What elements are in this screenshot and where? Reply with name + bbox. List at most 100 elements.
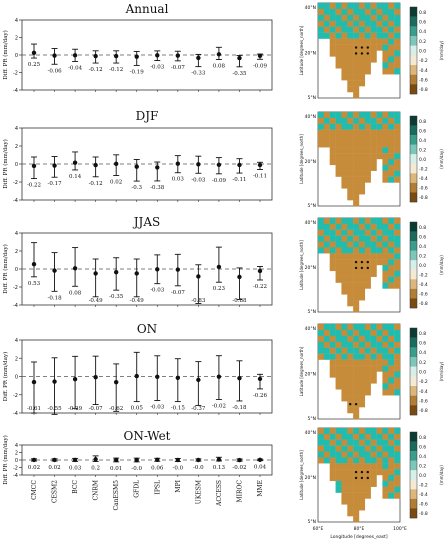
map-cell <box>329 129 336 136</box>
map-cell <box>323 335 330 343</box>
map-cell <box>353 135 360 142</box>
map-cell <box>382 218 389 225</box>
map-panel: 40°N 20°N 5°N Latitude [degrees_north] 0.8 0.… <box>299 2 444 101</box>
map-cell <box>335 218 342 225</box>
map-cell <box>323 445 330 452</box>
map-cell <box>394 235 401 242</box>
y-tick-label: -4 <box>13 473 18 479</box>
map-cell <box>388 335 395 343</box>
map-cell <box>394 433 401 440</box>
map-cell <box>347 282 354 289</box>
map-cell <box>353 395 360 402</box>
map-cell <box>347 117 354 124</box>
map-cell <box>388 235 395 242</box>
colorbar-tick-label: 0.4 <box>419 244 426 250</box>
map-cell <box>335 147 342 154</box>
map-cell <box>359 218 366 225</box>
map-cell <box>364 32 371 39</box>
map-cell <box>323 235 330 242</box>
category-label: MPI <box>175 479 182 492</box>
map-cell <box>341 68 348 75</box>
map-cell <box>347 492 354 499</box>
map-cell <box>370 117 377 124</box>
map-cell <box>329 218 336 225</box>
data-point <box>237 274 242 280</box>
map-cell <box>341 218 348 225</box>
map-cell <box>335 253 342 260</box>
map-cell <box>364 68 371 75</box>
map-cell <box>376 469 383 476</box>
colorbar-frame <box>409 431 418 519</box>
map-cell <box>364 241 371 248</box>
map-cell <box>370 469 377 476</box>
map-cell <box>335 439 342 446</box>
colorbar-segment <box>410 84 417 95</box>
data-point <box>113 379 119 385</box>
map-cell <box>364 359 371 366</box>
y-tick-label: 4 <box>15 443 18 449</box>
map-cell <box>347 3 354 10</box>
map-cell <box>359 371 366 378</box>
map-cell <box>382 68 389 75</box>
map-cell <box>341 135 348 142</box>
map-cell <box>382 347 389 354</box>
map-cell <box>341 3 348 10</box>
map-cell <box>318 341 325 348</box>
map-cell <box>370 253 377 260</box>
significance-dot <box>360 52 364 55</box>
significance-dot <box>366 266 369 270</box>
map-cell <box>382 469 389 476</box>
map-cell <box>394 457 401 464</box>
map-cell <box>370 8 377 16</box>
map-cell <box>353 439 360 446</box>
map-cell <box>370 324 377 331</box>
y-tick-label: 0 <box>15 162 18 168</box>
map-cell <box>335 371 342 378</box>
map-cell <box>341 439 348 446</box>
map-y-label: Latitude [degrees_north] <box>299 134 304 184</box>
map-cell <box>329 433 336 440</box>
map-cell <box>323 112 330 119</box>
category-label: IPSL <box>154 480 161 495</box>
map-cell <box>382 229 389 236</box>
lat-tick-label: 20°N <box>305 159 316 165</box>
map-cell <box>359 135 366 142</box>
colorbar-tick-label: 0.6 <box>419 444 426 450</box>
colorbar-segment <box>410 135 417 145</box>
map-cell <box>353 300 360 307</box>
map-cell <box>318 247 325 254</box>
map-cell <box>370 14 377 22</box>
map-cell <box>394 8 401 16</box>
map-cell <box>394 14 401 22</box>
data-point <box>216 457 222 462</box>
map-cell <box>353 117 360 124</box>
map-cell <box>370 335 377 343</box>
map-cell <box>335 353 342 360</box>
panel-on-wet: ON-Wet 4 20 -2-4 Diff. PR (mm/day) 0.02 0.02 0.… <box>2 427 444 525</box>
map-cell <box>353 486 360 493</box>
map-cell <box>353 377 360 384</box>
map-cell <box>347 259 354 266</box>
map-cell <box>353 492 360 499</box>
colorbar-tick-label: 0.6 <box>419 234 426 240</box>
map-cell <box>329 265 336 272</box>
map-cell <box>394 135 401 142</box>
lat-tick-label: 40°N <box>305 5 316 11</box>
category-label: GFDL <box>134 480 141 498</box>
map-cell <box>359 8 366 16</box>
value-label: -0.83 <box>191 298 206 304</box>
map-y-label: Latitude [degrees_north] <box>299 450 304 500</box>
map-cell <box>341 147 348 154</box>
map-cell <box>335 486 342 493</box>
map-cell <box>347 383 354 390</box>
data-point <box>31 457 37 463</box>
map-cell <box>394 164 401 171</box>
value-label: 0.03 <box>69 465 82 471</box>
map-cell <box>388 170 395 177</box>
map-cell <box>364 20 371 27</box>
map-cell <box>318 223 325 230</box>
data-point <box>257 268 263 274</box>
colorbar-tick-label: -0.4 <box>419 176 428 182</box>
map-cell <box>353 407 360 414</box>
map-cell <box>329 14 336 22</box>
